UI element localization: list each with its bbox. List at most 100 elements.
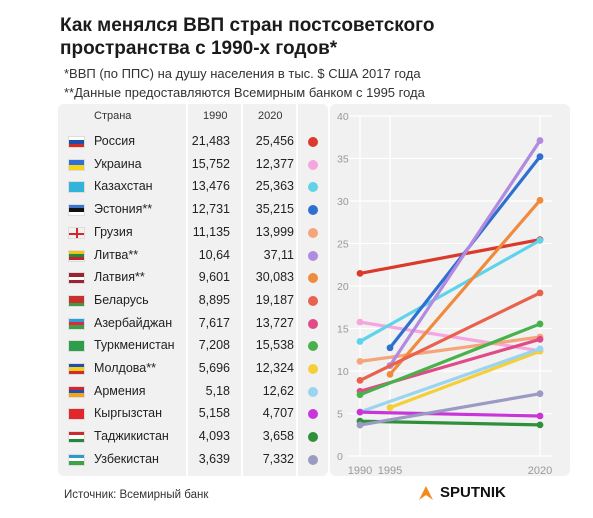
data-point: [536, 345, 544, 353]
y-tick-label: 5: [337, 409, 343, 421]
y-tick-label: 15: [337, 324, 349, 336]
value-2020: 7,332: [262, 451, 294, 466]
value-2020: 19,187: [255, 292, 294, 307]
country-name: Кыргызстан: [94, 406, 163, 421]
data-point: [356, 391, 364, 399]
value-1990: 21,483: [191, 134, 230, 148]
title-line-1: Как менялся ВВП стран постсоветского: [60, 15, 435, 36]
y-tick-label: 40: [337, 111, 349, 123]
legend-color-dot: [308, 137, 318, 147]
series-line: [358, 410, 542, 418]
country-name: Латвия**: [94, 270, 145, 285]
table-row: Латвия** 9,601 30,083: [58, 267, 328, 289]
data-point: [536, 153, 544, 161]
value-1990: 15,752: [191, 156, 230, 171]
value-2020: 25,456: [255, 134, 294, 148]
value-1990: 4,093: [198, 429, 230, 444]
legend-color-dot: [308, 205, 318, 216]
column-divider: [186, 104, 188, 476]
table-row: Узбекистан 3,639 7,332: [58, 449, 328, 471]
value-1990: 8,895: [198, 292, 230, 307]
data-point: [536, 390, 544, 398]
y-tick-label: 20: [337, 281, 349, 293]
legend-color-dot: [308, 318, 318, 329]
table-row: Таджикистан 4,093 3,658: [58, 426, 328, 448]
country-name: Казахстан: [94, 179, 153, 194]
legend-color-dot: [308, 295, 318, 306]
legend-color-dot: [308, 409, 318, 420]
value-2020: 3,658: [262, 429, 294, 444]
value-1990: 11,135: [192, 224, 230, 239]
value-1990: 3,639: [198, 451, 230, 466]
table-panel: [58, 104, 328, 476]
data-point: [356, 338, 364, 345]
flag-icon: [68, 408, 85, 421]
series-line: [358, 238, 542, 344]
value-2020: 12,377: [255, 156, 294, 171]
value-1990: 7,617: [198, 315, 230, 330]
flag-icon: [68, 294, 85, 307]
flag-icon: [68, 340, 85, 353]
x-tick-label: 1990: [348, 465, 372, 477]
series-line: [358, 347, 542, 414]
value-2020: 12,324: [255, 361, 294, 375]
country-name: Литва**: [94, 247, 139, 262]
series-line: [358, 322, 542, 397]
data-point: [536, 289, 544, 297]
series-line: [358, 392, 542, 427]
data-point: [356, 318, 364, 326]
legend-color-dot: [308, 159, 318, 170]
value-2020: 4,707: [262, 406, 294, 421]
data-point: [356, 421, 364, 429]
table-row: Россия 21,483 25,456: [58, 131, 328, 153]
y-tick-label: 30: [337, 196, 349, 208]
table-row: Молдова** 5,696 12,324: [58, 358, 328, 380]
value-2020: 30,083: [255, 270, 294, 285]
flag-icon: [68, 249, 85, 262]
source-note: Источник: Всемирный банк: [64, 489, 209, 501]
y-tick-label: 0: [337, 451, 343, 463]
data-point: [536, 412, 544, 420]
country-name: Туркменистан: [94, 338, 175, 353]
flag-icon: [68, 385, 85, 398]
flag-icon: [68, 158, 85, 171]
data-point: [356, 408, 364, 416]
table-row: Армения 5,18 12,62: [58, 381, 328, 403]
header-country: Страна: [94, 110, 132, 122]
flag-icon: [68, 226, 85, 239]
chart-title: Как менялся ВВП стран постсоветского про…: [60, 14, 434, 60]
legend-color-dot: [308, 364, 318, 374]
country-name: Армения: [94, 383, 146, 398]
value-2020: 35,215: [255, 202, 294, 217]
data-point: [356, 357, 364, 365]
value-2020: 13,999: [255, 224, 294, 239]
brand-logo: SPUTNIK: [440, 484, 506, 501]
y-tick-label: 25: [337, 239, 349, 251]
column-divider: [241, 104, 243, 476]
flag-icon: [68, 181, 85, 194]
series-line: [388, 198, 542, 376]
country-name: Таджикистан: [94, 429, 169, 444]
series-line: [358, 419, 542, 427]
country-name: Россия: [94, 134, 135, 148]
table-row: Грузия 11,135 13,999: [58, 222, 328, 244]
country-name: Молдова**: [94, 361, 156, 375]
data-point: [536, 335, 544, 343]
legend-color-dot: [308, 273, 318, 284]
sputnik-logo-icon: [419, 486, 433, 500]
table-row: Украина 15,752 12,377: [58, 154, 328, 176]
data-point: [536, 421, 544, 429]
table-row: Казахстан 13,476 25,363: [58, 176, 328, 198]
data-point: [536, 196, 544, 204]
table-row: Литва** 10,64 37,11: [58, 245, 328, 267]
flag-icon: [68, 453, 85, 466]
data-point: [536, 137, 544, 144]
country-name: Беларусь: [94, 292, 149, 307]
country-name: Грузия: [94, 224, 133, 239]
y-tick-label: 10: [337, 366, 349, 378]
legend-color-dot: [308, 432, 318, 443]
flag-icon: [68, 204, 85, 217]
flag-icon: [68, 272, 85, 285]
value-1990: 5,696: [198, 361, 230, 375]
value-2020: 12,62: [262, 383, 294, 398]
